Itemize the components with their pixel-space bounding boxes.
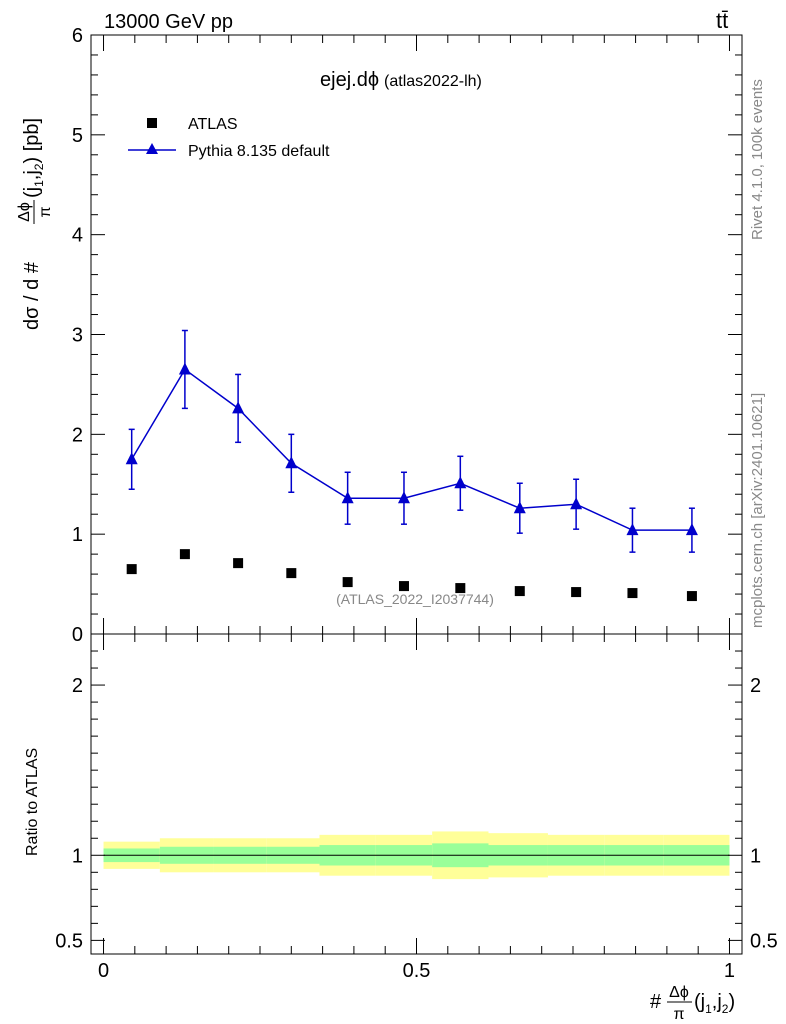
xlabel-frac-num: Δϕ: [669, 984, 689, 1001]
x-tick-label: 0.5: [403, 960, 431, 982]
xlabel-frac-den: π: [673, 1006, 684, 1023]
ratio-y-ticks: [91, 633, 742, 941]
legend-atlas-marker: [147, 118, 157, 128]
x-tick-label: 1: [724, 960, 735, 982]
xlabel-suffix: (j1,j2): [694, 991, 735, 1016]
pythia-point: [513, 501, 526, 514]
pythia-line: [131, 368, 692, 531]
ylabel-suffix: (j1,j2) [pb]: [21, 118, 46, 198]
legend: ATLAS Pythia 8.135 default: [128, 116, 330, 160]
ylabel-frac-num: Δϕ: [16, 202, 33, 222]
main-panel: 0 1 2 3 4 5 6 ejej.dϕ (atlas2022-lh) ATLAS Pyth…: [72, 25, 743, 646]
atlas-point: [455, 583, 466, 594]
pythia-point: [178, 362, 191, 375]
ratio-y-axis-title: Ratio to ATLAS: [24, 748, 41, 856]
legend-atlas-label: ATLAS: [188, 116, 238, 133]
pythia-point: [341, 491, 354, 504]
y-tick-label: 0: [72, 624, 83, 646]
pythia-point: [125, 452, 138, 465]
y-tick-label: 5: [72, 125, 83, 147]
pythia-point: [397, 491, 410, 504]
legend-pythia-label: Pythia 8.135 default: [188, 143, 330, 160]
atlas-point: [686, 591, 697, 602]
rivet-label: Rivet 4.1.0, 100k events: [749, 79, 766, 240]
chart-title-main: ejej.dϕ: [320, 69, 379, 91]
atlas-point: [571, 587, 582, 598]
y-tick-label: 4: [72, 225, 83, 247]
mcplots-label: mcplots.cern.ch [arXiv:2401.10621]: [749, 393, 766, 628]
pythia-point: [454, 476, 467, 489]
ratio-y-tick-labels: 0.5 1 2: [55, 675, 83, 952]
ratio-y-tick-label-right: 2: [750, 675, 761, 697]
y-tick-label: 3: [72, 325, 83, 347]
x-axis-title: # Δϕ π (j1,j2): [650, 984, 735, 1023]
atlas-point: [342, 577, 353, 588]
process-label: tt̄: [716, 8, 728, 33]
chart-subtitle: (atlas2022-lh): [384, 73, 482, 90]
main-y-axis-title: dσ / d # Δϕ π (j1,j2) [pb]: [16, 118, 54, 330]
ratio-y-tick-label: 1: [72, 845, 83, 867]
ratio-y-tick-label-right: 0.5: [750, 930, 778, 952]
pythia-series: [125, 329, 698, 553]
ylabel-frac-den: π: [37, 206, 54, 217]
atlas-point: [398, 581, 409, 592]
main-x-ticks: [103, 35, 730, 634]
analysis-watermark: (ATLAS_2022_I2037744): [336, 591, 494, 607]
main-y-ticks: [91, 34, 742, 635]
ylabel-prefix: dσ / d #: [21, 261, 43, 330]
pythia-point: [570, 497, 583, 510]
atlas-point: [514, 586, 525, 597]
x-tick-labels: 0 0.5 1: [98, 960, 735, 982]
ratio-y-tick-label-right: 1: [750, 845, 761, 867]
y-tick-label: 1: [72, 524, 83, 546]
energy-label: 13000 GeV pp: [104, 11, 233, 33]
y-tick-label: 6: [72, 25, 83, 47]
main-y-tick-labels: 0 1 2 3 4 5 6: [72, 25, 83, 646]
atlas-point: [286, 568, 297, 579]
ratio-y-tick-labels-right: 0.5 1 2: [750, 675, 778, 952]
ratio-frame: [90, 633, 743, 955]
pythia-point: [232, 401, 245, 414]
pythia-point: [626, 523, 639, 536]
atlas-point: [126, 564, 137, 575]
pythia-point: [685, 523, 698, 536]
x-tick-label: 0: [98, 960, 109, 982]
xlabel-prefix: #: [650, 991, 662, 1013]
atlas-series: [126, 549, 697, 602]
ratio-x-ticks: [103, 634, 730, 954]
pythia-point: [285, 456, 298, 469]
legend-pythia-marker: [146, 143, 158, 154]
ratio-panel: 0.512 0.512 0 0.5 1: [55, 633, 778, 982]
atlas-point: [627, 588, 638, 599]
ratio-y-tick-label: 0.5: [55, 930, 83, 952]
svg-text:dσ / d #: dσ / d #: [21, 261, 43, 330]
ratio-y-tick-label: 2: [72, 675, 83, 697]
chart-title: ejej.dϕ (atlas2022-lh): [320, 69, 482, 91]
y-tick-label: 2: [72, 424, 83, 446]
atlas-point: [233, 558, 244, 569]
atlas-point: [179, 549, 190, 560]
